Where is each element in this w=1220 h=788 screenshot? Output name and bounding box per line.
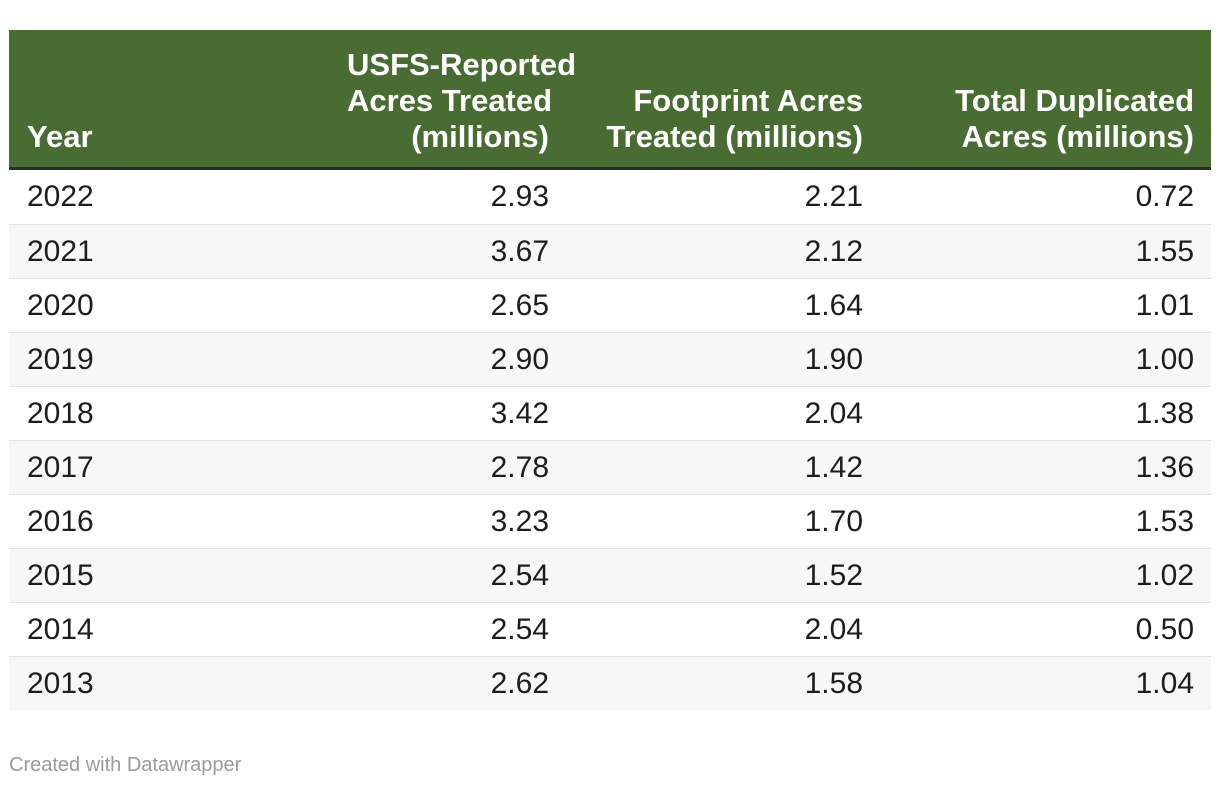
datawrapper-attribution-link[interactable]: Created with Datawrapper <box>9 754 242 776</box>
header-label-line: Total Duplicated <box>955 83 1194 118</box>
table-row: 2015 2.54 1.52 1.02 <box>9 548 1211 603</box>
table-row: 2014 2.54 2.04 0.50 <box>9 602 1211 657</box>
usfs-cell: 2.78 <box>329 440 566 495</box>
year-cell: 2020 <box>9 278 329 333</box>
usfs-cell: 3.67 <box>329 224 566 279</box>
header-row: Year USFS-Reported Acres Treated (millio… <box>9 30 1211 170</box>
footprint-cell: 1.64 <box>566 278 880 333</box>
table-row: 2019 2.90 1.90 1.00 <box>9 332 1211 387</box>
header-label-line: Acres (millions) <box>961 119 1194 154</box>
duplicated-cell: 0.72 <box>1135 180 1194 213</box>
usfs-cell: 2.54 <box>329 602 566 657</box>
header-label-line: USFS-Reported <box>347 47 577 82</box>
year-cell: 2013 <box>9 656 329 710</box>
duplicated-cell: 0.50 <box>880 602 1211 657</box>
year-cell: 2016 <box>9 494 329 549</box>
header-cell-usfs-reported: USFS-Reported Acres Treated (millions) <box>329 30 577 170</box>
usfs-cell: 2.54 <box>329 548 566 603</box>
year-cell: 2014 <box>9 602 329 657</box>
year-cell: 2021 <box>9 224 329 279</box>
usfs-cell: 2.65 <box>329 278 566 333</box>
header-cell-year: Year <box>9 30 329 170</box>
header-cell-total-duplicated: Total Duplicated Acres (millions) <box>880 30 1211 170</box>
footprint-cell: 2.21 <box>804 180 863 213</box>
usfs-cell: 2.62 <box>329 656 566 710</box>
duplicated-cell: 1.38 <box>880 386 1211 441</box>
table-row: 2013 2.62 1.58 1.04 <box>9 656 1211 710</box>
year-cell: 2017 <box>9 440 329 495</box>
duplicated-cell: 1.36 <box>880 440 1211 495</box>
header-label-line: Treated (millions) <box>606 119 863 154</box>
footprint-cell: 1.70 <box>566 494 880 549</box>
footprint-cell: 2.04 <box>566 386 880 441</box>
usfs-cell: 3.42 <box>329 386 566 441</box>
header-label-line: Footprint Acres <box>633 83 863 118</box>
year-cell: 2019 <box>9 332 329 387</box>
footprint-cell: 1.42 <box>566 440 880 495</box>
table-row: 2016 3.23 1.70 1.53 <box>9 494 1211 549</box>
footprint-cell: 1.52 <box>566 548 880 603</box>
table-row: 2022 2.93 2.21 0.72 <box>9 169 1211 225</box>
table-row: 2018 3.42 2.04 1.38 <box>9 386 1211 441</box>
usfs-cell: 2.90 <box>329 332 566 387</box>
duplicated-cell: 1.53 <box>880 494 1211 549</box>
table-header: Year USFS-Reported Acres Treated (millio… <box>9 30 1211 170</box>
duplicated-cell: 1.04 <box>880 656 1211 710</box>
usfs-cell: 2.93 <box>490 180 549 213</box>
data-table-container: Year USFS-Reported Acres Treated (millio… <box>9 30 1211 710</box>
footprint-cell: 2.12 <box>566 224 880 279</box>
duplicated-cell: 1.01 <box>880 278 1211 333</box>
year-cell: 2022 <box>27 180 94 213</box>
table-row: 2017 2.78 1.42 1.36 <box>9 440 1211 495</box>
duplicated-cell: 1.55 <box>880 224 1211 279</box>
usfs-cell: 3.23 <box>329 494 566 549</box>
footprint-cell: 1.58 <box>566 656 880 710</box>
header-label-line: (millions) <box>411 119 549 154</box>
footprint-cell: 1.90 <box>566 332 880 387</box>
table-row: 2020 2.65 1.64 1.01 <box>9 278 1211 333</box>
acres-treated-table: Year USFS-Reported Acres Treated (millio… <box>9 30 1211 710</box>
header-label-line: Acres Treated <box>347 83 553 118</box>
table-row: 2021 3.67 2.12 1.55 <box>9 224 1211 279</box>
year-cell: 2015 <box>9 548 329 603</box>
table-body: 2022 2.93 2.21 0.72 2021 3.67 2.12 1.55 … <box>9 169 1211 710</box>
duplicated-cell: 1.02 <box>880 548 1211 603</box>
header-label: Year <box>27 119 93 154</box>
footprint-cell: 2.04 <box>566 602 880 657</box>
header-cell-footprint: Footprint Acres Treated (millions) <box>566 30 880 170</box>
year-cell: 2018 <box>9 386 329 441</box>
duplicated-cell: 1.00 <box>880 332 1211 387</box>
